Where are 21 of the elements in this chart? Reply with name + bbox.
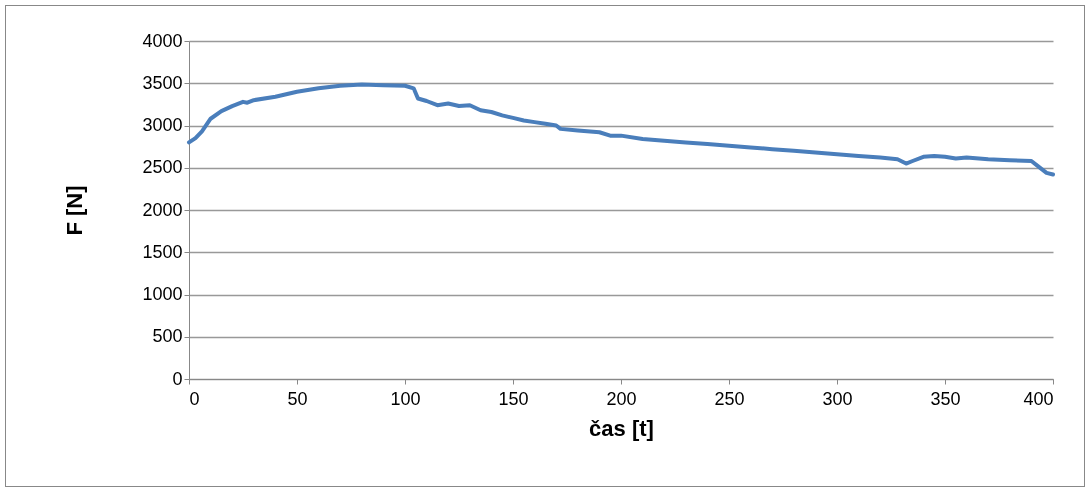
y-axis-title: F [N]	[62, 185, 88, 236]
y-tick-label: 1000	[142, 284, 183, 304]
x-tick-label: 100	[390, 388, 421, 409]
x-axis-title: čas [t]	[589, 415, 654, 441]
x-tick-label: 300	[822, 388, 853, 409]
y-tick-label: 4000	[142, 30, 183, 51]
x-tick-label: 0	[189, 388, 200, 409]
y-tick-label: 3000	[142, 115, 183, 135]
y-tick-label: 1500	[142, 241, 183, 262]
y-tick-label: 0	[172, 368, 183, 389]
x-tick-label: 250	[714, 388, 745, 409]
x-tick-label: 200	[606, 388, 637, 409]
x-tick-label: 400	[1023, 388, 1054, 409]
y-tick-label: 2500	[142, 157, 183, 178]
y-tick-label: 3500	[142, 72, 183, 93]
x-tick-label: 150	[498, 388, 529, 409]
y-tick-label: 500	[152, 326, 183, 347]
y-tick-label: 2000	[142, 199, 183, 220]
line-series	[187, 82, 1055, 177]
x-tick-label: 350	[930, 388, 961, 409]
x-tick-label: 50	[287, 388, 308, 409]
